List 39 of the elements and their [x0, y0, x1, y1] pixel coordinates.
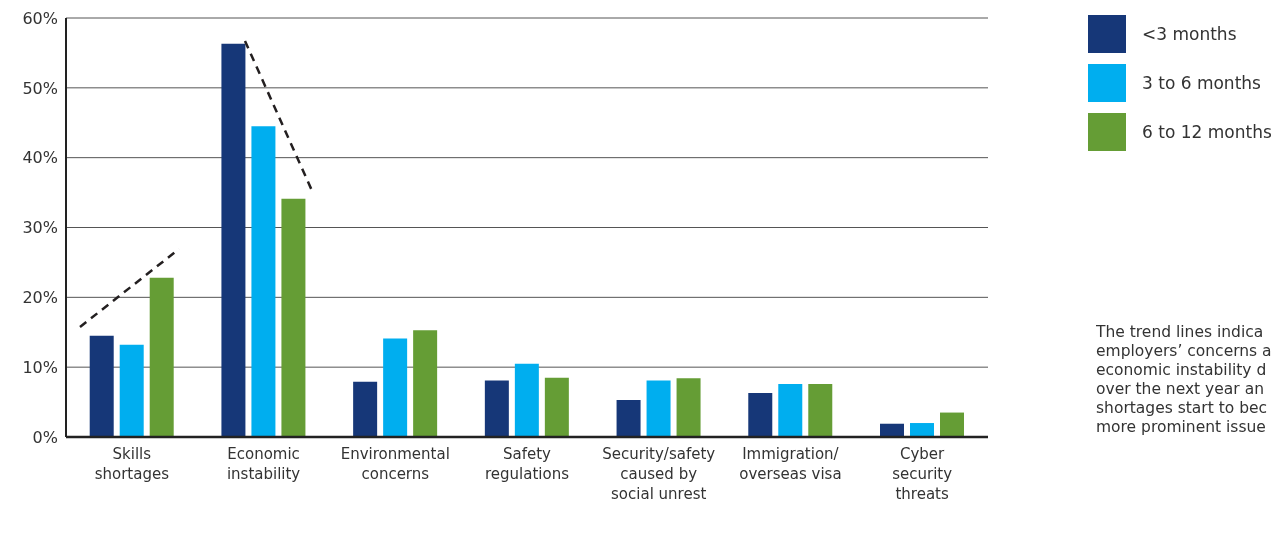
bar	[616, 399, 641, 437]
bar	[646, 380, 671, 437]
bar	[119, 344, 144, 437]
bar	[879, 423, 904, 437]
y-tick-label: 10%	[22, 357, 58, 377]
bar	[383, 338, 408, 437]
bar	[353, 381, 378, 437]
bar	[89, 335, 114, 437]
y-tick-label: 60%	[22, 8, 58, 28]
bar	[413, 330, 438, 437]
y-tick-label: 0%	[32, 427, 58, 447]
legend-label: 6 to 12 months	[1142, 121, 1272, 142]
bar	[939, 412, 964, 437]
y-tick-label: 50%	[22, 78, 58, 98]
bar	[251, 126, 276, 437]
bar	[221, 43, 246, 437]
bar	[808, 383, 833, 437]
x-tick-label: Cyber security threats	[892, 445, 953, 503]
y-tick-label: 20%	[22, 288, 58, 308]
x-tick-label: Security/safety caused by social unrest	[602, 445, 716, 503]
text: The trend lines indica employers’ concerns a economic instability d over the next year an shortages start to bec more prominent issue	[1096, 323, 1273, 437]
bar	[909, 423, 934, 437]
bar	[484, 380, 509, 437]
bar	[514, 363, 539, 437]
bar	[281, 198, 306, 437]
legend-label: <3 months	[1142, 23, 1237, 44]
x-tick-label: Safety regulations	[484, 445, 570, 483]
bar	[748, 393, 773, 437]
x-tick-label: Environmental concerns	[340, 445, 450, 483]
bar	[544, 377, 569, 437]
y-tick-label: 30%	[22, 218, 58, 238]
legend-label: 3 to 6 months	[1142, 72, 1261, 93]
bar	[778, 383, 803, 437]
bar	[149, 277, 174, 437]
x-tick-label: Economic instability	[226, 445, 301, 483]
x-tick-label: Immigration/ overseas visa	[739, 445, 842, 483]
x-tick-label: Skills shortages	[94, 445, 170, 483]
bar	[676, 378, 701, 437]
y-tick-label: 40%	[22, 148, 58, 168]
